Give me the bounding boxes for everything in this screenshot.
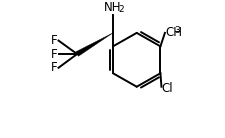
Text: CH: CH [165,26,182,39]
Text: NH: NH [103,1,121,14]
Text: 2: 2 [117,5,123,14]
Polygon shape [75,33,112,56]
Text: 3: 3 [173,26,179,35]
Text: F: F [51,47,57,61]
Text: F: F [51,61,57,74]
Text: Cl: Cl [160,82,172,95]
Text: F: F [51,34,57,47]
